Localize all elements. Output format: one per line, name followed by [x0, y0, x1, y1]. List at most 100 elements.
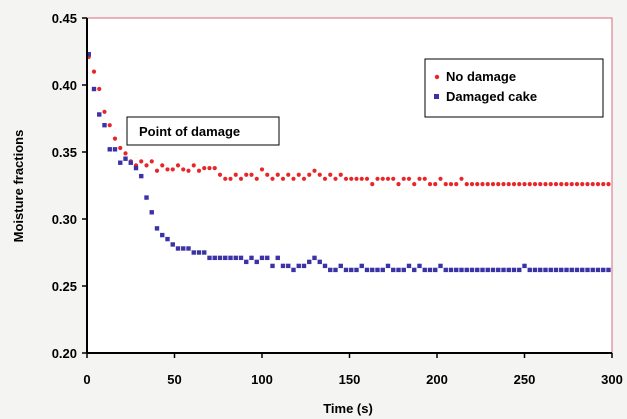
- point-damaged-cake: [291, 267, 296, 273]
- point-no-damage: [427, 182, 433, 187]
- point-damaged-cake: [328, 267, 333, 273]
- x-axis-title: Time (s): [323, 401, 373, 416]
- x-tick-label: 200: [426, 372, 448, 387]
- point-damaged-cake: [91, 86, 97, 92]
- point-damaged-cake: [459, 267, 464, 273]
- point-no-damage: [464, 182, 469, 187]
- point-no-damage: [217, 172, 223, 177]
- point-damaged-cake: [475, 267, 480, 273]
- point-damaged-cake: [364, 267, 370, 273]
- point-damaged-cake: [343, 267, 349, 273]
- point-no-damage: [244, 172, 249, 177]
- point-no-damage: [254, 176, 259, 181]
- point-damaged-cake: [112, 147, 118, 152]
- point-no-damage: [511, 182, 517, 187]
- point-no-damage: [527, 182, 532, 187]
- point-damaged-cake: [443, 267, 448, 273]
- point-no-damage: [286, 172, 291, 177]
- point-damaged-cake: [165, 236, 170, 242]
- point-no-damage: [501, 182, 506, 187]
- point-damaged-cake: [181, 246, 186, 251]
- point-no-damage: [181, 167, 186, 172]
- point-damaged-cake: [202, 250, 207, 255]
- point-damaged-cake: [312, 255, 317, 261]
- point-no-damage: [97, 86, 102, 92]
- point-damaged-cake: [175, 246, 181, 251]
- point-no-damage: [343, 176, 349, 181]
- point-no-damage: [438, 176, 443, 181]
- point-no-damage: [569, 182, 574, 187]
- point-no-damage: [291, 176, 296, 181]
- point-no-damage: [238, 176, 244, 181]
- point-no-damage: [349, 176, 354, 181]
- point-damaged-cake: [233, 255, 238, 261]
- point-no-damage: [396, 182, 401, 187]
- point-no-damage: [91, 69, 97, 74]
- point-damaged-cake: [370, 267, 375, 273]
- point-damaged-cake: [490, 267, 496, 273]
- point-damaged-cake: [401, 267, 406, 273]
- point-damaged-cake: [333, 267, 338, 273]
- point-damaged-cake: [349, 267, 354, 273]
- point-no-damage: [275, 172, 280, 177]
- point-damaged-cake: [480, 267, 485, 273]
- point-no-damage: [186, 168, 191, 173]
- point-no-damage: [606, 182, 611, 187]
- y-tick-label: 0.20: [52, 346, 77, 361]
- point-no-damage: [322, 176, 328, 181]
- point-no-damage: [538, 182, 543, 187]
- point-no-damage: [139, 159, 144, 164]
- point-damaged-cake: [160, 232, 165, 238]
- point-damaged-cake: [517, 267, 522, 273]
- point-no-damage: [364, 176, 370, 181]
- point-damaged-cake: [427, 267, 433, 273]
- legend: No damage Damaged cake: [424, 58, 604, 118]
- point-no-damage: [564, 182, 569, 187]
- point-damaged-cake: [485, 267, 490, 273]
- point-damaged-cake: [259, 255, 265, 261]
- point-no-damage: [223, 176, 228, 181]
- legend-marker-damaged-cake: [434, 94, 439, 99]
- point-damaged-cake: [307, 259, 312, 265]
- point-damaged-cake: [275, 255, 280, 261]
- point-damaged-cake: [149, 210, 154, 215]
- point-damaged-cake: [286, 263, 291, 269]
- point-damaged-cake: [496, 267, 501, 273]
- point-damaged-cake: [296, 263, 301, 269]
- point-no-damage: [102, 109, 107, 114]
- point-damaged-cake: [417, 263, 422, 269]
- point-damaged-cake: [191, 250, 196, 255]
- point-damaged-cake: [438, 263, 443, 269]
- point-no-damage: [469, 182, 475, 187]
- point-no-damage: [412, 182, 417, 187]
- point-no-damage: [165, 167, 170, 172]
- legend-frame: [424, 58, 604, 118]
- point-no-damage: [380, 176, 385, 181]
- point-damaged-cake: [574, 267, 580, 273]
- point-no-damage: [590, 182, 595, 187]
- point-damaged-cake: [249, 255, 254, 261]
- point-damaged-cake: [317, 259, 322, 265]
- point-damaged-cake: [406, 263, 412, 269]
- point-damaged-cake: [223, 255, 228, 261]
- point-damaged-cake: [217, 255, 223, 261]
- point-damaged-cake: [244, 259, 249, 265]
- point-no-damage: [370, 182, 375, 187]
- point-no-damage: [228, 176, 233, 181]
- point-damaged-cake: [196, 250, 202, 255]
- point-no-damage: [354, 176, 359, 181]
- point-damaged-cake: [228, 255, 233, 261]
- point-no-damage: [212, 165, 217, 171]
- point-no-damage: [359, 176, 364, 181]
- point-no-damage: [333, 176, 338, 181]
- x-tick-label: 150: [339, 372, 361, 387]
- y-tick-label: 0.45: [52, 11, 77, 26]
- point-no-damage: [553, 182, 559, 187]
- point-damaged-cake: [207, 255, 212, 261]
- point-damaged-cake: [433, 267, 438, 273]
- point-damaged-cake: [595, 267, 601, 273]
- point-no-damage: [406, 176, 412, 181]
- point-damaged-cake: [543, 267, 548, 273]
- point-no-damage: [496, 182, 501, 187]
